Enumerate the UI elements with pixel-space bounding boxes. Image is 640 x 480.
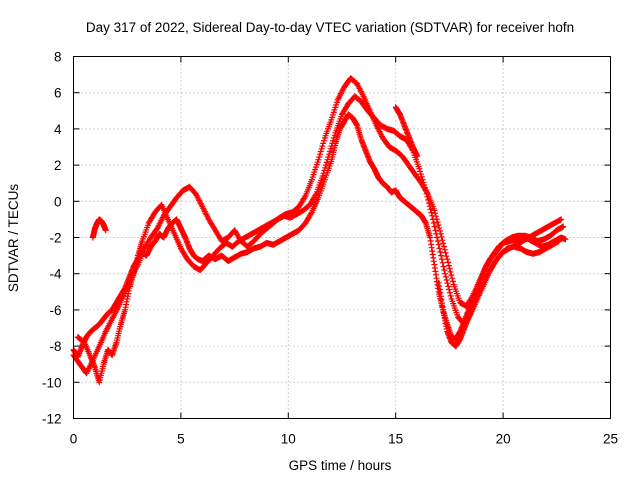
x-tick-label: 15 — [388, 432, 403, 447]
data-marks — [70, 75, 569, 386]
chart-title: Day 317 of 2022, Sidereal Day-to-day VTE… — [86, 20, 574, 35]
x-tick-label: 0 — [70, 432, 78, 447]
y-tick-label: 6 — [54, 86, 62, 101]
y-axis-title: SDTVAR / TECUs — [6, 184, 21, 293]
y-tick-label: -8 — [49, 339, 61, 354]
x-axis-title: GPS time / hours — [289, 458, 392, 473]
y-tick-label: 2 — [54, 158, 62, 173]
y-tick-label: 4 — [54, 122, 62, 137]
x-tick-label: 25 — [603, 432, 618, 447]
y-tick-label: -4 — [49, 267, 61, 282]
series-track-e — [435, 238, 562, 350]
y-tick-label: 8 — [54, 50, 62, 65]
series-track-f — [392, 104, 421, 160]
axis-ticks: 0 5 10 15 20 25 -12 -10 -8 -6 -4 -2 0 2 4 6 8 — [42, 50, 618, 447]
y-tick-label: 0 — [54, 194, 62, 209]
y-tick-label: -12 — [42, 412, 62, 427]
series-track-d — [89, 216, 109, 241]
x-tick-label: 20 — [496, 432, 511, 447]
y-tick-label: -10 — [42, 375, 62, 390]
y-tick-label: -2 — [49, 231, 61, 246]
series-track-b — [70, 75, 567, 377]
x-tick-label: 5 — [177, 432, 185, 447]
x-tick-label: 10 — [281, 432, 296, 447]
y-tick-label: -6 — [49, 303, 61, 318]
